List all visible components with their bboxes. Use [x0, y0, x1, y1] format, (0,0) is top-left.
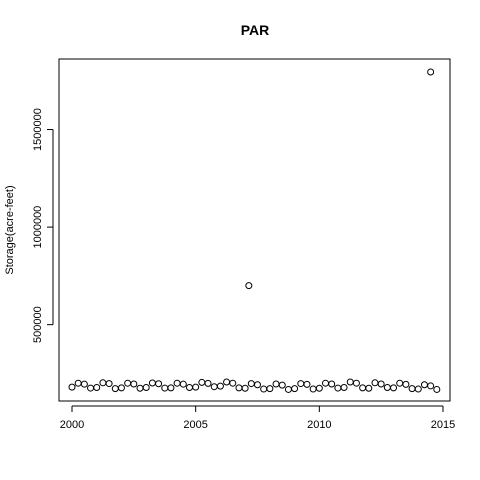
data-point	[414, 385, 422, 393]
data-point	[99, 379, 107, 387]
data-point	[229, 379, 237, 387]
data-point	[247, 380, 255, 388]
x-tick-label: 2005	[183, 419, 207, 431]
data-point	[80, 380, 88, 388]
data-point	[322, 379, 330, 387]
data-point	[315, 384, 323, 392]
data-point	[284, 385, 292, 393]
data-point	[359, 384, 367, 392]
data-point	[173, 379, 181, 387]
data-point	[245, 282, 253, 290]
data-point	[297, 380, 305, 388]
x-tick-label: 2000	[60, 419, 84, 431]
data-points	[68, 68, 441, 393]
data-point	[192, 383, 200, 391]
data-point	[291, 385, 299, 393]
data-point	[328, 380, 336, 388]
data-point	[210, 383, 218, 391]
y-tick-label: 1500000	[32, 108, 44, 151]
data-point	[278, 381, 286, 389]
data-point	[142, 383, 150, 391]
data-point	[216, 382, 224, 390]
data-point	[179, 380, 187, 388]
data-point	[124, 379, 132, 387]
data-point	[334, 384, 342, 392]
data-point	[111, 385, 119, 393]
data-point	[74, 379, 82, 387]
data-point	[155, 380, 163, 388]
data-point	[309, 385, 317, 393]
data-point	[346, 378, 354, 386]
data-point	[433, 385, 441, 393]
data-point	[260, 385, 268, 393]
data-point	[408, 385, 416, 393]
data-point	[396, 379, 404, 387]
data-point	[198, 378, 206, 386]
data-point	[130, 380, 138, 388]
y-tick-label: 500000	[32, 306, 44, 343]
y-axis-label: Storage(acre-feet)	[4, 185, 16, 274]
data-point	[352, 379, 360, 387]
y-axis: 500000 1000000 1500000	[32, 108, 54, 343]
x-axis: 2000 2005 2010 2015	[60, 405, 455, 431]
data-point	[371, 379, 379, 387]
data-point	[93, 383, 101, 391]
data-point	[117, 384, 125, 392]
data-point	[390, 384, 398, 392]
x-tick-label: 2015	[431, 419, 455, 431]
data-point	[254, 381, 261, 389]
data-point	[105, 380, 113, 388]
data-point	[383, 383, 391, 391]
data-point	[266, 385, 274, 393]
data-point	[87, 384, 95, 392]
y-tick-label: 1000000	[32, 206, 44, 249]
data-point	[235, 384, 243, 392]
data-point	[223, 378, 231, 386]
data-point	[420, 381, 428, 389]
data-point	[185, 383, 193, 391]
plot-frame	[58, 58, 451, 402]
data-point	[402, 380, 410, 388]
data-point	[365, 384, 373, 392]
data-point	[204, 379, 212, 387]
data-point	[340, 383, 348, 391]
data-point	[241, 384, 249, 392]
data-point	[303, 380, 311, 388]
data-point	[161, 384, 169, 392]
data-point	[377, 380, 385, 388]
data-point	[136, 384, 144, 392]
data-point	[272, 380, 280, 388]
data-point	[148, 379, 156, 387]
x-tick-label: 2010	[307, 419, 331, 431]
data-point	[427, 68, 435, 76]
data-point	[167, 384, 175, 392]
data-point	[427, 382, 435, 390]
chart-title: PAR	[241, 22, 270, 38]
data-point	[68, 383, 76, 391]
